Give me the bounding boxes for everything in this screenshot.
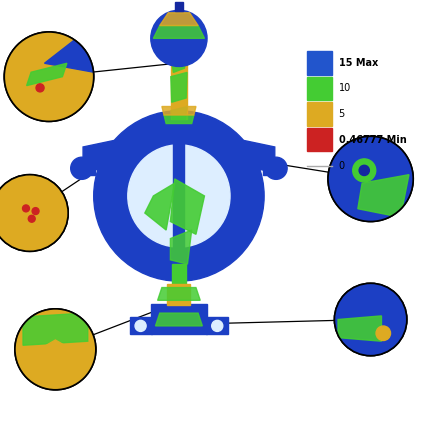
Circle shape	[328, 136, 413, 222]
Bar	[82, 162, 95, 175]
Circle shape	[94, 111, 264, 281]
Bar	[175, 2, 183, 11]
Polygon shape	[234, 138, 275, 173]
Circle shape	[328, 136, 413, 222]
Polygon shape	[162, 106, 196, 115]
Polygon shape	[170, 179, 204, 234]
Polygon shape	[155, 313, 202, 326]
Circle shape	[32, 207, 39, 215]
Bar	[130, 317, 152, 334]
Polygon shape	[23, 313, 88, 345]
Text: 15 Max: 15 Max	[339, 58, 378, 68]
Polygon shape	[42, 340, 69, 371]
Bar	[151, 304, 207, 334]
Circle shape	[15, 309, 96, 390]
Circle shape	[376, 326, 391, 340]
Bar	[167, 284, 190, 305]
Polygon shape	[45, 32, 94, 72]
Polygon shape	[171, 51, 187, 72]
Text: 5: 5	[339, 109, 345, 119]
Circle shape	[135, 320, 146, 331]
Circle shape	[334, 283, 407, 356]
Bar	[4, 32, 94, 121]
Circle shape	[212, 320, 223, 331]
Circle shape	[353, 159, 376, 182]
Polygon shape	[338, 316, 382, 341]
Polygon shape	[171, 106, 187, 119]
Polygon shape	[145, 183, 175, 230]
Circle shape	[359, 165, 369, 176]
Polygon shape	[358, 175, 409, 217]
Polygon shape	[170, 230, 192, 264]
Bar	[172, 264, 186, 285]
Polygon shape	[160, 13, 198, 26]
Bar	[171, 43, 187, 119]
Polygon shape	[83, 138, 124, 173]
Circle shape	[23, 205, 29, 212]
Polygon shape	[26, 63, 67, 86]
Text: 0.46777 Min: 0.46777 Min	[339, 135, 406, 144]
Bar	[307, 128, 332, 151]
Circle shape	[0, 175, 68, 251]
Bar	[263, 162, 276, 175]
Circle shape	[28, 215, 35, 222]
Circle shape	[334, 283, 407, 356]
Polygon shape	[171, 72, 187, 102]
Polygon shape	[153, 26, 204, 38]
Circle shape	[265, 157, 287, 179]
Bar	[173, 106, 184, 285]
Text: 0: 0	[339, 161, 345, 171]
Circle shape	[128, 145, 230, 247]
Circle shape	[151, 10, 207, 66]
Bar	[307, 51, 332, 75]
Circle shape	[71, 157, 93, 179]
Circle shape	[36, 84, 44, 92]
Bar	[0, 175, 68, 251]
Polygon shape	[164, 115, 194, 124]
Text: 10: 10	[339, 83, 351, 93]
Bar	[307, 77, 332, 100]
Bar	[307, 102, 332, 126]
Bar	[15, 309, 96, 390]
Circle shape	[4, 32, 94, 121]
Polygon shape	[158, 288, 200, 300]
Bar	[206, 317, 228, 334]
